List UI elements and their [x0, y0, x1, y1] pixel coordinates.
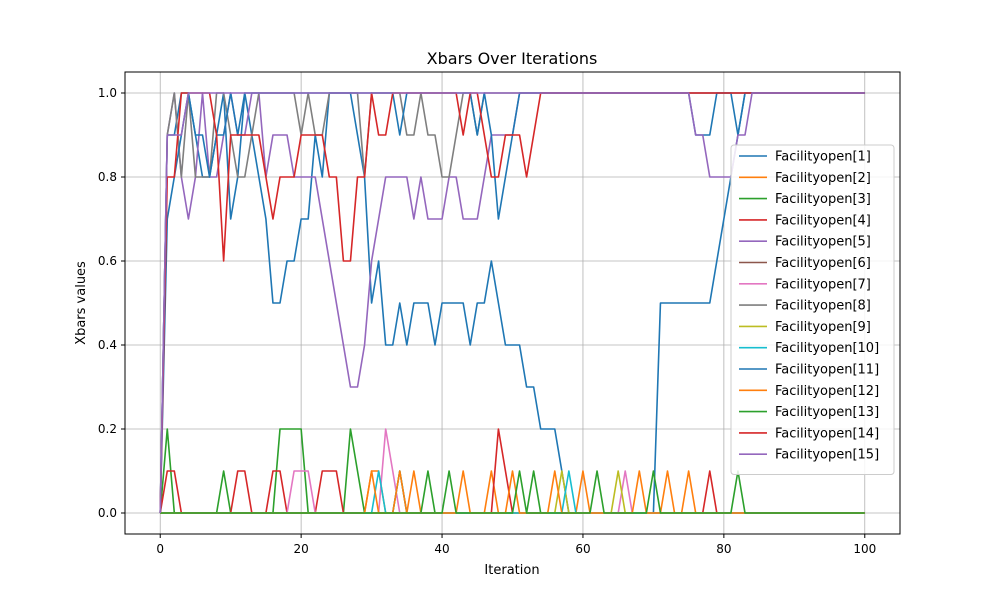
series-line-3 — [159, 428, 865, 514]
chart-title: Xbars Over Iterations — [427, 49, 598, 68]
plot-frame — [124, 71, 901, 535]
x-tick-label: 0 — [156, 542, 164, 556]
x-axis-label: Iteration — [484, 563, 539, 578]
series-layer — [159, 92, 865, 514]
x-tick-label: 40 — [434, 542, 449, 556]
legend-entry: Facilityopen[1] — [775, 150, 871, 165]
legend-entry: Facilityopen[10] — [775, 341, 879, 356]
series-line-13 — [160, 470, 865, 514]
legend-entry: Facilityopen[11] — [775, 363, 879, 378]
y-tick-label: 1.0 — [98, 86, 117, 100]
x-tick-label: 100 — [853, 542, 876, 556]
legend-entry: Facilityopen[2] — [775, 171, 871, 186]
legend-entry: Facilityopen[12] — [775, 384, 879, 399]
y-tick-label: 0.6 — [98, 254, 117, 268]
legend-entry: Facilityopen[7] — [775, 277, 871, 292]
legend-entry: Facilityopen[14] — [775, 426, 879, 441]
legend-entry: Facilityopen[8] — [775, 299, 871, 314]
y-axis: 0.0 0.2 0.4 0.6 0.8 1.0 — [98, 86, 125, 520]
legend-box — [730, 144, 895, 475]
legend-entry: Facilityopen[4] — [775, 213, 871, 228]
y-tick-label: 0.0 — [98, 506, 117, 520]
legend-entry: Facilityopen[5] — [775, 235, 871, 250]
series-line-7 — [160, 428, 865, 514]
y-tick-label: 0.2 — [98, 422, 117, 436]
series-line-5 — [159, 92, 865, 514]
series-line-14 — [159, 92, 865, 514]
x-tick-label: 20 — [293, 542, 308, 556]
legend-entry: Facilityopen[9] — [775, 320, 871, 335]
series-line-1 — [159, 92, 865, 514]
y-axis-label: Xbars values — [74, 261, 89, 345]
legend-entry: Facilityopen[13] — [775, 405, 879, 420]
legend-entry: Facilityopen[15] — [775, 448, 879, 463]
legend-entry: Facilityopen[3] — [775, 192, 871, 207]
legend-entry: Facilityopen[6] — [775, 256, 871, 271]
y-tick-label: 0.4 — [98, 338, 117, 352]
series-line-15 — [159, 92, 865, 514]
x-axis: 0 20 40 60 80 100 — [156, 534, 876, 556]
y-tick-label: 0.8 — [98, 170, 117, 184]
x-tick-label: 80 — [716, 542, 731, 556]
legend: Facilityopen[1] Facilityopen[2] Facilityop… — [730, 144, 895, 475]
x-tick-label: 60 — [575, 542, 590, 556]
